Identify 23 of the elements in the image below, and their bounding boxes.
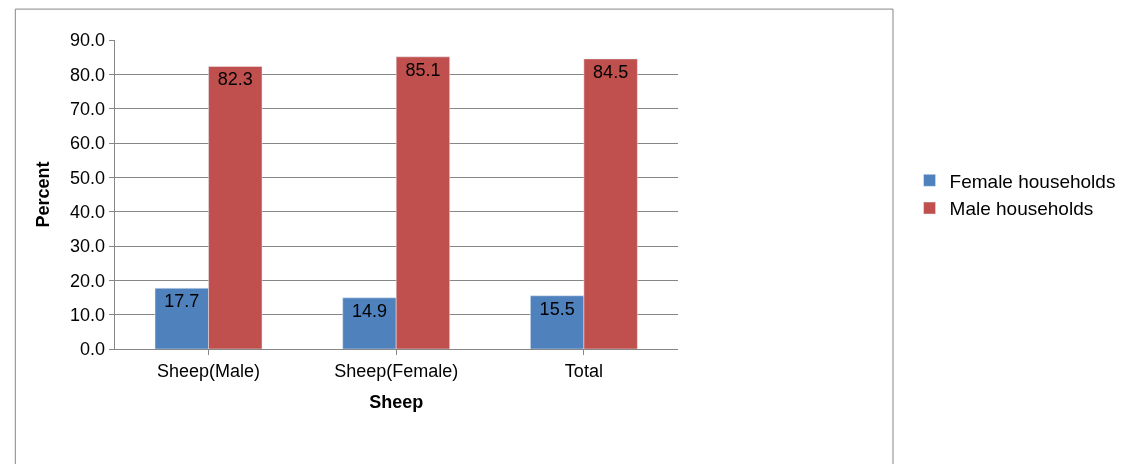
data-label: 84.5: [593, 61, 629, 82]
x-tick-label: Total: [564, 360, 603, 381]
y-tick-label: 20.0: [70, 270, 106, 291]
data-label: 15.5: [539, 298, 575, 319]
x-tick-label: Sheep(Male): [156, 360, 261, 381]
y-tick-label: 70.0: [70, 98, 106, 119]
y-tick-label: 0.0: [80, 339, 106, 360]
data-label: 85.1: [405, 59, 441, 80]
y-tick-label: 80.0: [70, 64, 106, 85]
y-tick-label: 90.0: [70, 30, 106, 51]
y-axis-title: Percent: [33, 161, 54, 228]
y-tick-label: 10.0: [70, 304, 106, 325]
data-label: 14.9: [351, 300, 387, 321]
data-label: 17.7: [164, 291, 200, 312]
x-axis-title: Sheep: [369, 391, 424, 412]
y-tick-label: 60.0: [70, 133, 106, 154]
x-tick-label: Sheep(Female): [334, 360, 459, 381]
y-tick-label: 50.0: [70, 167, 106, 188]
legend-label: Male households: [949, 198, 1094, 220]
data-label: 82.3: [217, 69, 253, 90]
y-tick-label: 40.0: [70, 201, 106, 222]
y-tick-label: 30.0: [70, 236, 106, 257]
legend-label: Female households: [949, 170, 1116, 192]
